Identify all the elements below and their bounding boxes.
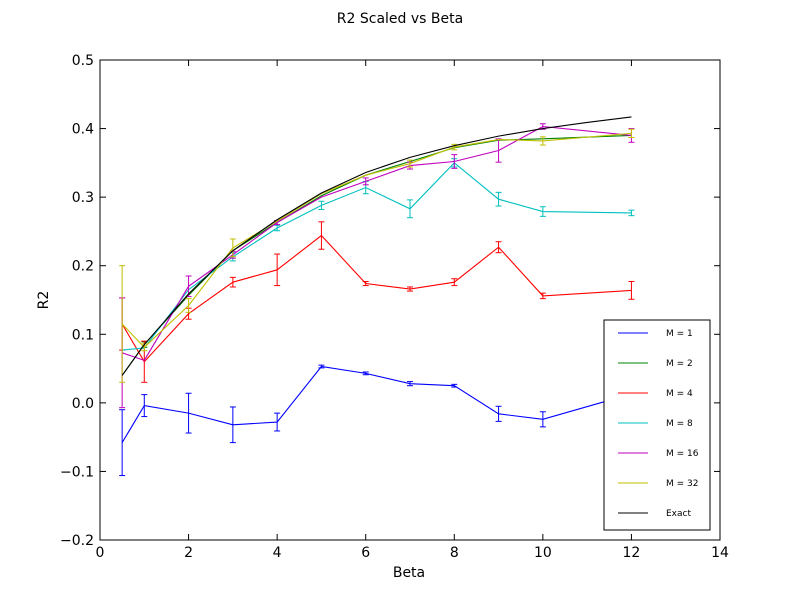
x-tick-label: 4 — [273, 545, 282, 561]
y-tick-label: 0.2 — [72, 259, 94, 275]
series-line — [121, 132, 632, 349]
legend-label: Exact — [666, 509, 691, 519]
y-tick-label: −0.2 — [60, 533, 94, 549]
legend-label: M = 8 — [666, 419, 693, 429]
series-line — [121, 125, 632, 362]
series-group — [119, 116, 635, 477]
series-4 — [119, 123, 635, 409]
x-tick-label: 0 — [96, 545, 105, 561]
legend-label: M = 1 — [666, 329, 693, 339]
plot-area: 0 2 4 6 8 10 12 14 −0.2 −0.1 0.0 0.1 0.2 0.3 0.4 0.5 — [60, 53, 729, 561]
legend-box — [603, 319, 711, 531]
chart-title: R2 Scaled vs Beta — [337, 11, 463, 27]
x-tick-label: 14 — [711, 545, 729, 561]
series-line — [121, 116, 632, 376]
x-tick-label: 10 — [534, 545, 552, 561]
legend-label: M = 4 — [666, 389, 693, 399]
series-2 — [119, 221, 635, 383]
series-5 — [119, 128, 635, 383]
y-tick-label: 0.5 — [72, 53, 94, 69]
series-line — [122, 162, 632, 351]
series-3 — [122, 158, 635, 351]
series-6 — [121, 116, 632, 376]
y-axis-label: R2 — [36, 291, 52, 310]
y-tick-label: 0.4 — [72, 122, 94, 138]
series-line — [121, 234, 632, 363]
series-line — [121, 134, 632, 376]
series-0 — [119, 364, 632, 477]
x-tick-label: 6 — [361, 545, 370, 561]
plot-frame — [99, 59, 721, 541]
y-tick-label: 0.0 — [72, 396, 94, 412]
x-tick-label: 8 — [450, 545, 459, 561]
legend-label: M = 16 — [666, 449, 699, 459]
y-tick-label: 0.1 — [72, 327, 94, 343]
series-line — [121, 365, 632, 443]
x-tick-label: 2 — [184, 545, 193, 561]
legend-label: M = 32 — [666, 479, 698, 489]
y-tick-label: −0.1 — [60, 464, 94, 480]
legend-label: M = 2 — [666, 359, 693, 369]
x-tick-label: 12 — [623, 545, 641, 561]
legend: M = 1 M = 2 M = 4 M = 8 M = 16 M = 32 Exact — [603, 319, 711, 531]
series-1 — [121, 134, 632, 376]
y-tick-label: 0.3 — [72, 190, 94, 206]
x-axis-label: Beta — [393, 565, 425, 581]
